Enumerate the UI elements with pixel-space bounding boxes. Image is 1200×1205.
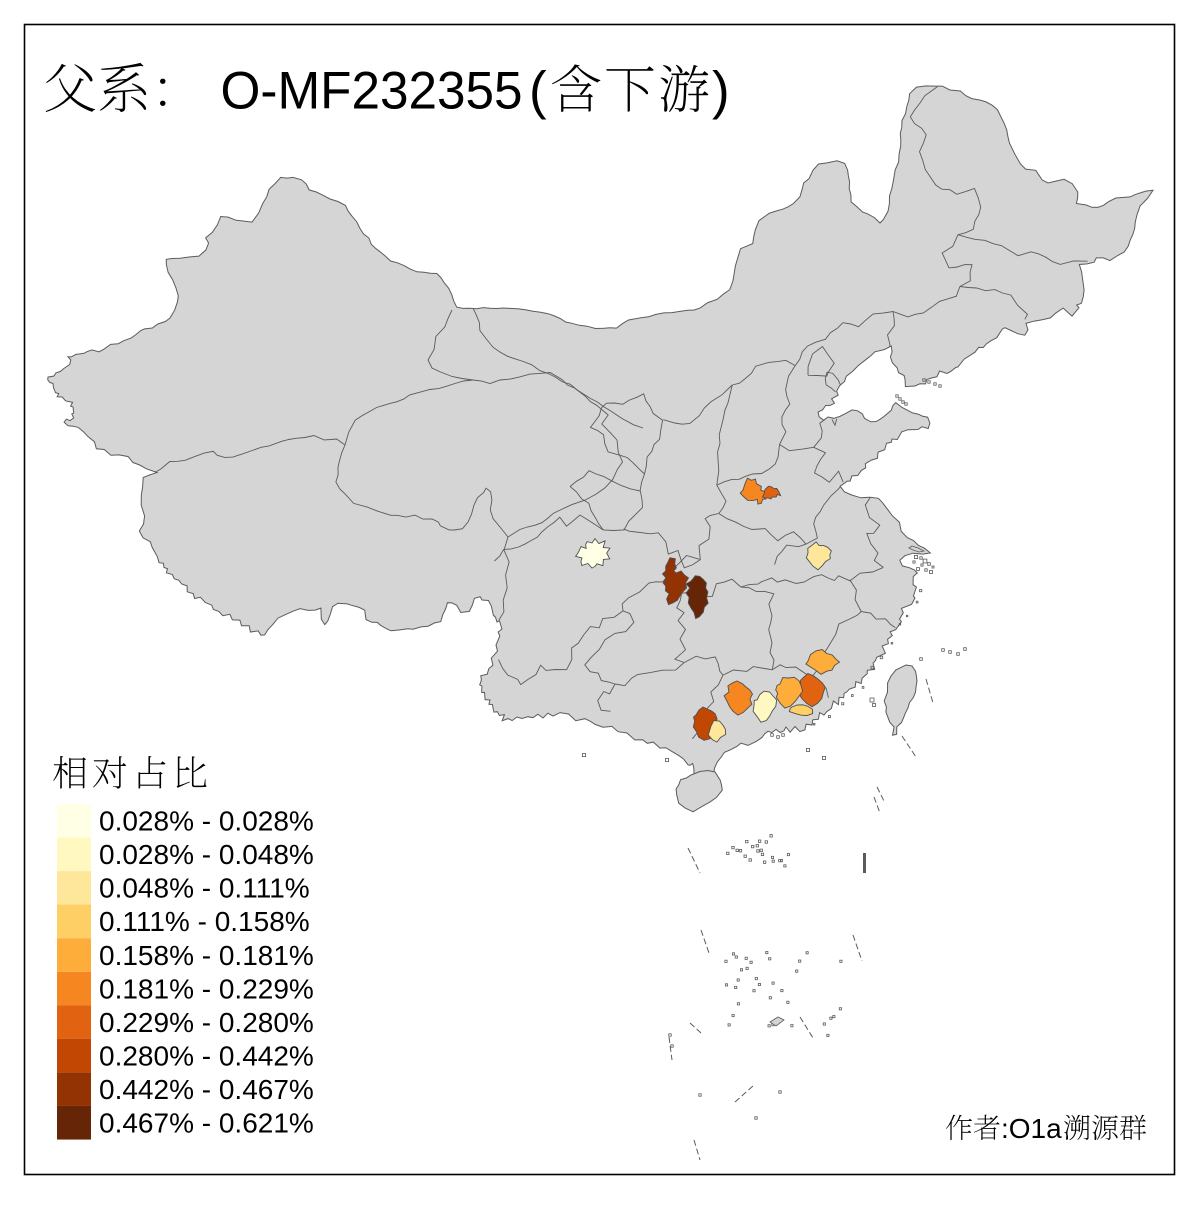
- svg-text:O-MF232355: O-MF232355: [221, 61, 523, 120]
- svg-text:0.111% - 0.158%: 0.111% - 0.158%: [99, 906, 310, 937]
- svg-text:0.028% - 0.028%: 0.028% - 0.028%: [99, 806, 314, 837]
- svg-text:0.158% - 0.181%: 0.158% - 0.181%: [99, 940, 314, 971]
- svg-text:(: (: [529, 61, 547, 120]
- svg-text:0.229% - 0.280%: 0.229% - 0.280%: [99, 1007, 314, 1038]
- svg-text:0.048% - 0.111%: 0.048% - 0.111%: [99, 873, 310, 904]
- svg-text:0.442% - 0.467%: 0.442% - 0.467%: [99, 1074, 314, 1105]
- svg-text:): ): [712, 61, 730, 120]
- svg-text:0.181% - 0.229%: 0.181% - 0.229%: [99, 973, 314, 1004]
- svg-text:0.028% - 0.048%: 0.028% - 0.048%: [99, 839, 314, 870]
- svg-text:0.467% - 0.621%: 0.467% - 0.621%: [99, 1108, 314, 1139]
- svg-text:0.280% - 0.442%: 0.280% - 0.442%: [99, 1040, 314, 1071]
- svg-text::O1a: :O1a: [1001, 1113, 1062, 1144]
